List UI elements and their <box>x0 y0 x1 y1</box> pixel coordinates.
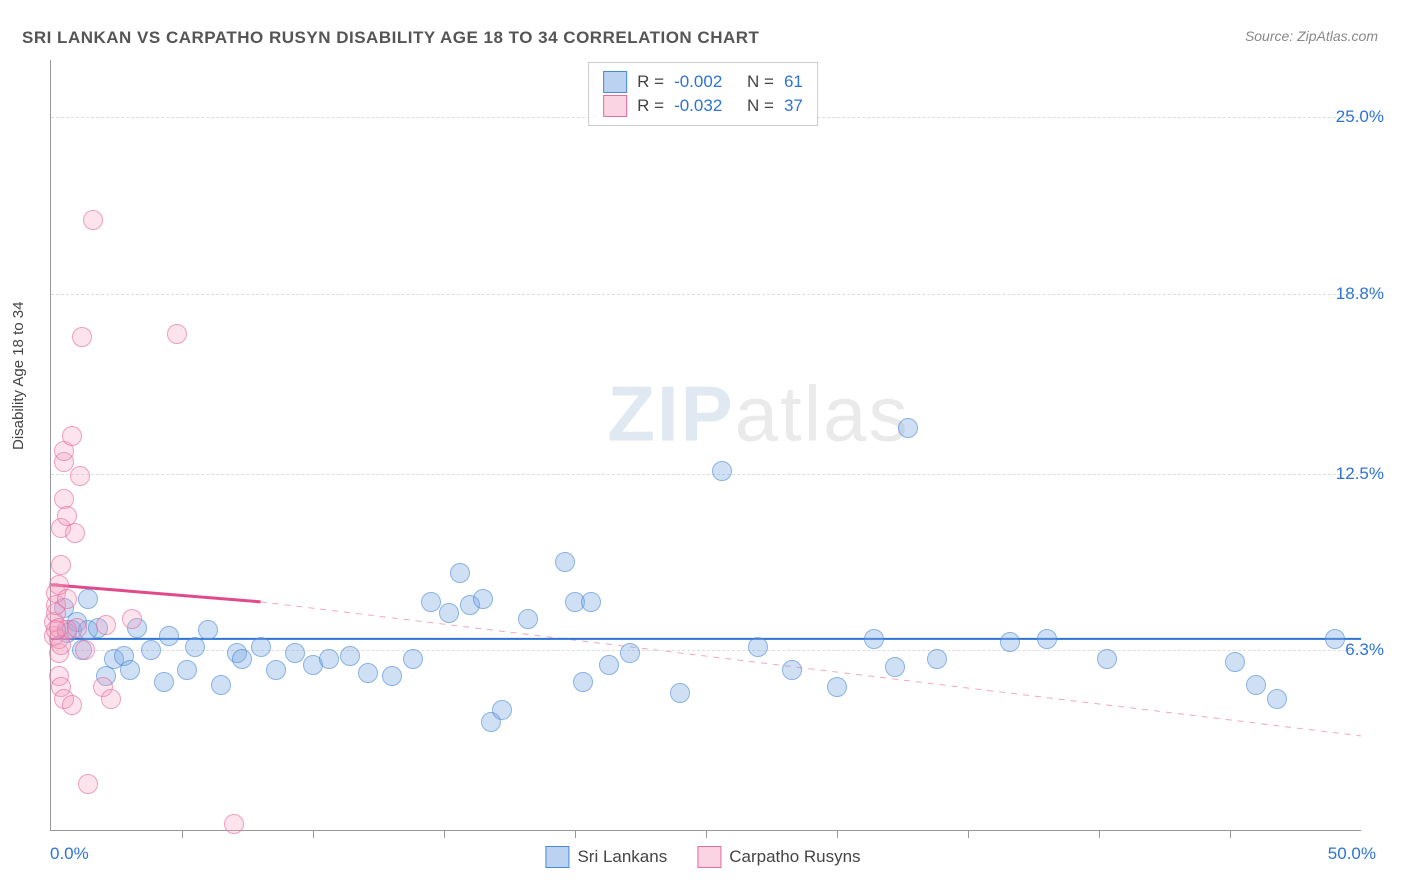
data-point <box>83 210 103 230</box>
data-point <box>177 660 197 680</box>
legend-row-b: R = -0.032 N = 37 <box>603 95 803 117</box>
data-point <box>159 626 179 646</box>
grid-line <box>51 294 1361 295</box>
data-point <box>473 589 493 609</box>
data-point <box>122 609 142 629</box>
swatch-icon <box>545 846 569 868</box>
x-tick <box>968 830 969 838</box>
data-point <box>1097 649 1117 669</box>
data-point <box>185 637 205 657</box>
data-point <box>599 655 619 675</box>
x-tick <box>313 830 314 838</box>
legend-item-b: Carpatho Rusyns <box>697 846 860 868</box>
data-point <box>78 589 98 609</box>
data-point <box>57 589 77 609</box>
data-point <box>620 643 640 663</box>
data-point <box>198 620 218 640</box>
data-point <box>782 660 802 680</box>
data-point <box>46 620 66 640</box>
source-credit: Source: ZipAtlas.com <box>1245 28 1378 44</box>
x-axis-max: 50.0% <box>1328 844 1376 864</box>
data-point <box>65 523 85 543</box>
data-point <box>555 552 575 572</box>
data-point <box>51 555 71 575</box>
legend-row-a: R = -0.002 N = 61 <box>603 71 803 93</box>
data-point <box>78 774 98 794</box>
data-point <box>748 637 768 657</box>
grid-line <box>51 474 1361 475</box>
series-legend: Sri Lankans Carpatho Rusyns <box>545 846 860 868</box>
data-point <box>1246 675 1266 695</box>
data-point <box>403 649 423 669</box>
swatch-icon <box>603 71 627 93</box>
x-tick <box>575 830 576 838</box>
data-point <box>382 666 402 686</box>
y-axis-label: Disability Age 18 to 34 <box>10 302 27 450</box>
data-point <box>167 324 187 344</box>
data-point <box>927 649 947 669</box>
data-point <box>898 418 918 438</box>
correlation-legend: R = -0.002 N = 61 R = -0.032 N = 37 <box>588 62 818 126</box>
swatch-icon <box>697 846 721 868</box>
y-tick-label: 18.8% <box>1336 284 1384 304</box>
data-point <box>285 643 305 663</box>
data-point <box>62 426 82 446</box>
y-tick-label: 25.0% <box>1336 107 1384 127</box>
data-point <box>885 657 905 677</box>
x-tick <box>706 830 707 838</box>
data-point <box>75 640 95 660</box>
data-point <box>1267 689 1287 709</box>
data-point <box>358 663 378 683</box>
x-tick <box>1099 830 1100 838</box>
data-point <box>266 660 286 680</box>
data-point <box>573 672 593 692</box>
data-point <box>492 700 512 720</box>
y-tick-label: 12.5% <box>1336 464 1384 484</box>
data-point <box>141 640 161 660</box>
data-point <box>712 461 732 481</box>
data-point <box>101 689 121 709</box>
x-axis-min: 0.0% <box>50 844 89 864</box>
trend-lines <box>51 60 1361 830</box>
data-point <box>224 814 244 834</box>
data-point <box>67 618 87 638</box>
data-point <box>340 646 360 666</box>
x-tick <box>837 830 838 838</box>
data-point <box>232 649 252 669</box>
data-point <box>827 677 847 697</box>
data-point <box>1037 629 1057 649</box>
x-tick <box>182 830 183 838</box>
data-point <box>120 660 140 680</box>
data-point <box>864 629 884 649</box>
data-point <box>72 327 92 347</box>
data-point <box>518 609 538 629</box>
chart-title: SRI LANKAN VS CARPATHO RUSYN DISABILITY … <box>22 28 759 48</box>
data-point <box>251 637 271 657</box>
data-point <box>439 603 459 623</box>
swatch-icon <box>603 95 627 117</box>
data-point <box>450 563 470 583</box>
data-point <box>62 695 82 715</box>
data-point <box>154 672 174 692</box>
legend-item-a: Sri Lankans <box>545 846 667 868</box>
data-point <box>1000 632 1020 652</box>
data-point <box>1325 629 1345 649</box>
data-point <box>96 615 116 635</box>
x-tick <box>1230 830 1231 838</box>
data-point <box>319 649 339 669</box>
y-tick-label: 6.3% <box>1345 640 1384 660</box>
data-point <box>70 466 90 486</box>
x-tick <box>444 830 445 838</box>
scatter-plot: ZIPatlas <box>50 60 1361 831</box>
data-point <box>421 592 441 612</box>
data-point <box>581 592 601 612</box>
data-point <box>1225 652 1245 672</box>
data-point <box>670 683 690 703</box>
data-point <box>211 675 231 695</box>
